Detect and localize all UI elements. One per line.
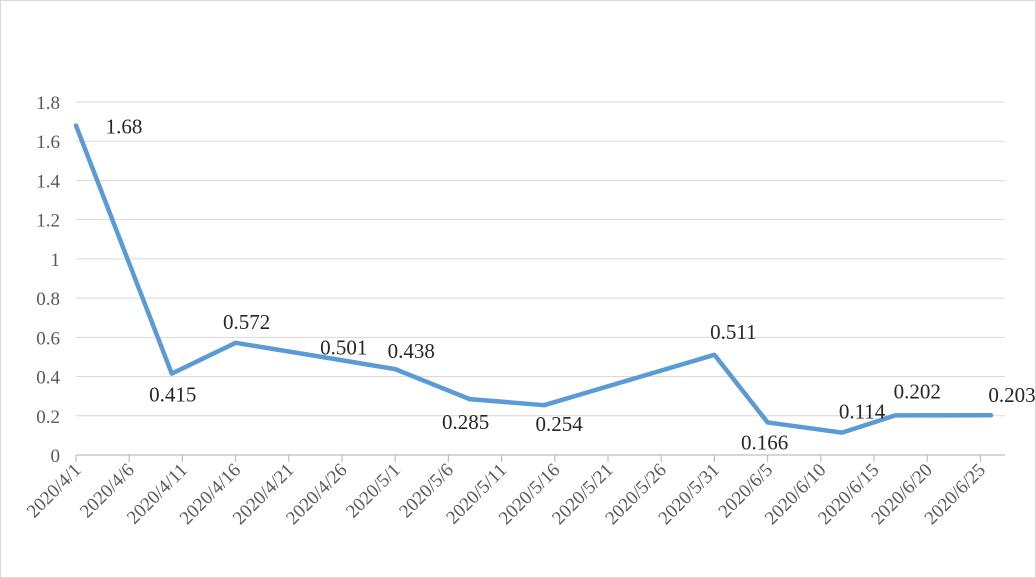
data-label: 0.166 <box>741 430 788 454</box>
series-line <box>73 123 994 435</box>
data-label: 0.114 <box>839 400 886 424</box>
y-tick-label: 1.4 <box>36 171 60 192</box>
data-label: 0.511 <box>710 320 756 344</box>
data-label: 0.501 <box>320 336 367 360</box>
y-tick-label: 0 <box>51 446 61 467</box>
y-tick-label: 1.8 <box>36 93 60 114</box>
y-tick-label: 1 <box>51 250 61 271</box>
gridlines <box>76 101 1005 417</box>
series-line-path <box>73 123 994 435</box>
data-label: 1.68 <box>106 115 143 139</box>
data-label: 0.254 <box>536 412 584 436</box>
data-label: 0.415 <box>149 383 196 407</box>
x-axis: 2020/4/12020/4/62020/4/112020/4/162020/4… <box>23 454 1005 529</box>
y-tick-label: 1.2 <box>36 211 60 232</box>
data-label: 0.572 <box>223 310 270 334</box>
x-tick-label: 2020/5/1 <box>342 460 405 523</box>
data-labels: 1.68 0.415 0.572 0.501 0.438 0.285 0.254 0.511 0… <box>106 115 1036 455</box>
data-label: 0.202 <box>894 379 941 403</box>
y-tick-label: 0.8 <box>36 289 60 310</box>
y-tick-label: 0.2 <box>36 407 60 428</box>
data-label: 0.203 <box>988 383 1035 407</box>
y-axis-tick-labels: 0 0.2 0.4 0.6 0.8 1 1.2 1.4 1.6 1.8 <box>36 93 60 467</box>
x-tick-label: 2020/4/1 <box>23 460 86 523</box>
y-tick-label: 0.6 <box>36 328 60 349</box>
data-label: 0.285 <box>442 410 489 434</box>
data-label: 0.438 <box>388 339 435 363</box>
y-tick-label: 0.4 <box>36 368 60 389</box>
y-tick-label: 1.6 <box>36 132 60 153</box>
